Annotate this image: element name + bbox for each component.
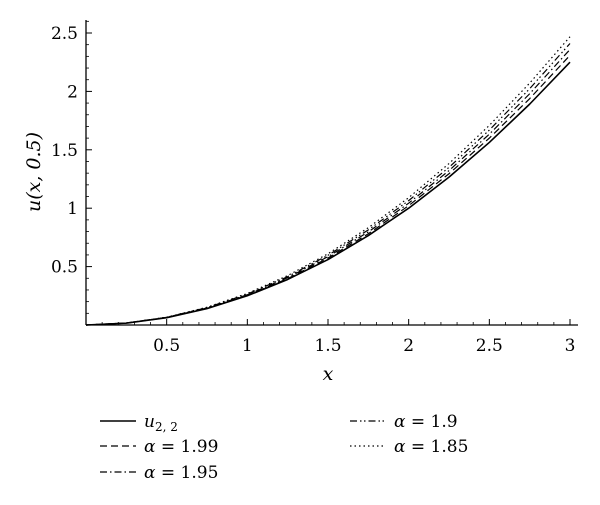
legend-item: α = 1.9 [350,412,458,432]
y-axis-label: u(x, 0.5) [23,132,45,212]
series-line-2 [85,49,571,326]
legend-item: α = 1.95 [100,463,218,483]
legend-label: α = 1.99 [144,437,218,457]
x-tick-label: 1 [242,336,253,356]
legend-item: u2, 2 [100,412,178,434]
y-ticks: 0.5 1 1.5 2 2.5 [51,24,92,278]
x-tick-label: 3 [565,336,576,356]
x-tick-label: 0.5 [153,336,180,356]
minor-ticks [86,20,555,325]
series-lines [85,36,571,326]
y-tick-label: 1 [67,199,78,219]
legend-label: α = 1.9 [394,412,458,432]
series-line-1 [85,54,571,326]
legend-item: α = 1.85 [350,437,468,457]
legend-label: α = 1.85 [394,437,468,457]
plot-area: 0.5 1 1.5 2 2.5 3 0.5 1 1.5 2 2.5 [51,20,578,356]
legend-label: α = 1.95 [144,463,218,483]
legend-item: α = 1.99 [100,437,218,457]
y-tick-label: 2.5 [51,24,78,44]
y-tick-label: 1.5 [51,141,78,161]
x-tick-label: 1.5 [314,336,341,356]
series-line-3 [85,43,571,326]
y-tick-label: 2 [67,82,78,102]
x-ticks: 0.5 1 1.5 2 2.5 3 [153,319,575,356]
x-axis-label: x [323,363,334,385]
series-line-4 [85,36,571,326]
legend-label: u2, 2 [144,412,178,434]
y-tick-label: 0.5 [51,258,78,278]
x-tick-label: 2.5 [476,336,503,356]
series-line-0 [85,61,571,326]
legend: u2, 2 α = 1.99 α = 1.95 α = 1.9 α = 1.85 [100,412,468,483]
x-tick-label: 2 [403,336,414,356]
